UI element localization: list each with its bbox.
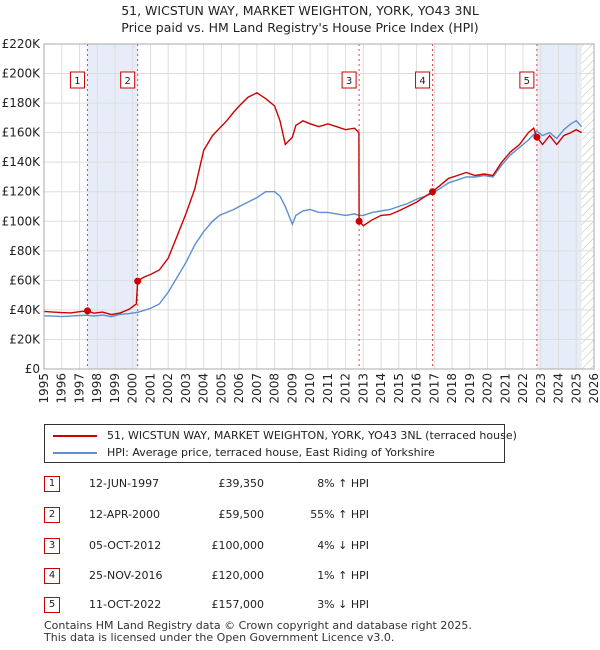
x-tick-label: 2019 — [463, 373, 477, 404]
sale-point — [134, 277, 142, 285]
sale-point — [429, 188, 437, 196]
chart-title: 51, WICSTUN WAY, MARKET WEIGHTON, YORK, … — [121, 3, 479, 18]
chart-subtitle: Price paid vs. HM Land Registry's House … — [121, 20, 479, 35]
sale-label-box — [69, 71, 85, 89]
legend: 51, WICSTUN WAY, MARKET WEIGHTON, YORK, … — [44, 424, 517, 463]
sale-label-box — [415, 71, 431, 89]
future-hatch — [581, 44, 594, 369]
transaction-number: 3 — [44, 538, 60, 554]
x-tick-label: 2004 — [197, 373, 211, 404]
x-tick-label: 2009 — [285, 373, 299, 404]
transaction-price: £59,500 — [218, 508, 265, 521]
transaction-hpi: 3% ↓ HPI — [317, 598, 369, 611]
x-tick-label: 2013 — [356, 373, 370, 404]
x-tick-label: 2024 — [552, 373, 566, 404]
y-tick-label: £140K — [2, 155, 42, 169]
sale-label-number: 2 — [124, 76, 130, 87]
footer: Contains HM Land Registry data © Crown c… — [44, 620, 472, 644]
x-tick-label: 1995 — [37, 373, 51, 404]
sale-label-number: 4 — [419, 76, 425, 87]
x-tick-label: 2006 — [232, 373, 246, 404]
x-tick-label: 2020 — [481, 373, 495, 404]
y-tick-label: £20K — [9, 332, 41, 346]
y-tick-label: £60K — [9, 273, 41, 287]
sale-point — [83, 307, 91, 315]
x-tick-label: 2008 — [268, 373, 282, 404]
y-tick-label: £100K — [2, 214, 42, 228]
y-tick-label: £40K — [9, 303, 41, 317]
legend-swatch-hpi — [53, 452, 97, 454]
price-chart: 1 2 3 4 5 £0 £20K £40K £60K £80K £100K £120K £140K £… — [2, 37, 600, 404]
x-tick-label: 2003 — [179, 373, 193, 404]
y-tick-label: £200K — [2, 67, 42, 81]
x-tick-label: 2014 — [374, 373, 388, 404]
legend-label-property: 51, WICSTUN WAY, MARKET WEIGHTON, YORK, … — [107, 429, 517, 442]
x-tick-label: 1997 — [72, 373, 86, 404]
y-tick-label: £220K — [2, 37, 42, 51]
x-tick-label: 2016 — [410, 373, 424, 404]
x-tick-label: 2001 — [143, 373, 157, 404]
x-tick-label: 2017 — [427, 373, 441, 404]
legend-swatch-property — [53, 435, 97, 437]
transaction-hpi: 8% ↑ HPI — [317, 477, 369, 490]
x-tick-label: 2005 — [214, 373, 228, 404]
x-tick-label: 2023 — [534, 373, 548, 404]
y-tick-label: £160K — [2, 126, 42, 140]
y-tick-label: £80K — [9, 244, 41, 258]
sale-label-box — [120, 71, 136, 89]
transaction-price: £120,000 — [211, 569, 265, 582]
x-tick-label: 1999 — [108, 373, 122, 404]
legend-label-hpi: HPI: Average price, terraced house, East… — [107, 446, 435, 459]
x-tick-label: 1996 — [55, 373, 69, 404]
x-tick-label: 1998 — [90, 373, 104, 404]
x-tick-label: 2012 — [339, 373, 353, 404]
sale-label-number: 3 — [346, 76, 352, 87]
transaction-date: 05-OCT-2012 — [89, 539, 162, 552]
x-tick-label: 2011 — [321, 373, 335, 404]
y-tick-label: £0 — [25, 362, 40, 376]
transaction-price: £100,000 — [211, 539, 265, 552]
x-tick-label: 2018 — [445, 373, 459, 404]
property-price-line — [43, 91, 582, 316]
x-tick-label: 2010 — [303, 373, 317, 404]
transaction-number: 4 — [44, 568, 60, 584]
sale-label-box — [341, 71, 357, 89]
footer-copyright: Contains HM Land Registry data © Crown c… — [44, 619, 472, 632]
x-tick-label: 2026 — [587, 373, 600, 404]
transaction-date: 12-JUN-1997 — [89, 477, 160, 490]
transaction-number: 2 — [44, 507, 60, 523]
x-tick-label: 2015 — [392, 373, 406, 404]
transaction-hpi: 1% ↑ HPI — [317, 569, 369, 582]
x-tick-label: 2021 — [498, 373, 512, 404]
sale-label-number: 5 — [524, 76, 530, 87]
transaction-price: £157,000 — [211, 598, 265, 611]
shaded-period — [87, 44, 138, 369]
hpi-line — [43, 119, 583, 318]
sale-label-number: 1 — [74, 76, 80, 87]
footer-license: This data is licensed under the Open Gov… — [44, 631, 395, 644]
legend-item-property: 51, WICSTUN WAY, MARKET WEIGHTON, YORK, … — [53, 429, 517, 442]
transaction-date: 25-NOV-2016 — [89, 569, 163, 582]
transaction-price: £39,350 — [218, 477, 265, 490]
legend-item-hpi: HPI: Average price, terraced house, East… — [53, 446, 435, 459]
y-tick-label: £120K — [2, 185, 42, 199]
transaction-number: 5 — [44, 597, 60, 613]
sale-point — [533, 133, 541, 141]
transaction-number: 1 — [44, 476, 60, 492]
shaded-period — [536, 44, 582, 369]
transaction-date: 12-APR-2000 — [89, 508, 161, 521]
x-tick-label: 2002 — [161, 373, 175, 404]
x-tick-label: 2007 — [250, 373, 264, 404]
sale-label-box — [519, 71, 535, 89]
sale-point — [355, 217, 363, 225]
transaction-hpi: 55% ↑ HPI — [310, 508, 369, 521]
y-tick-label: £180K — [2, 96, 42, 110]
plot-frame — [43, 43, 595, 370]
x-tick-label: 2025 — [569, 373, 583, 404]
x-tick-label: 2022 — [516, 373, 530, 404]
transaction-hpi: 4% ↓ HPI — [317, 539, 369, 552]
x-tick-label: 2000 — [126, 373, 140, 404]
transaction-date: 11-OCT-2022 — [89, 598, 162, 611]
